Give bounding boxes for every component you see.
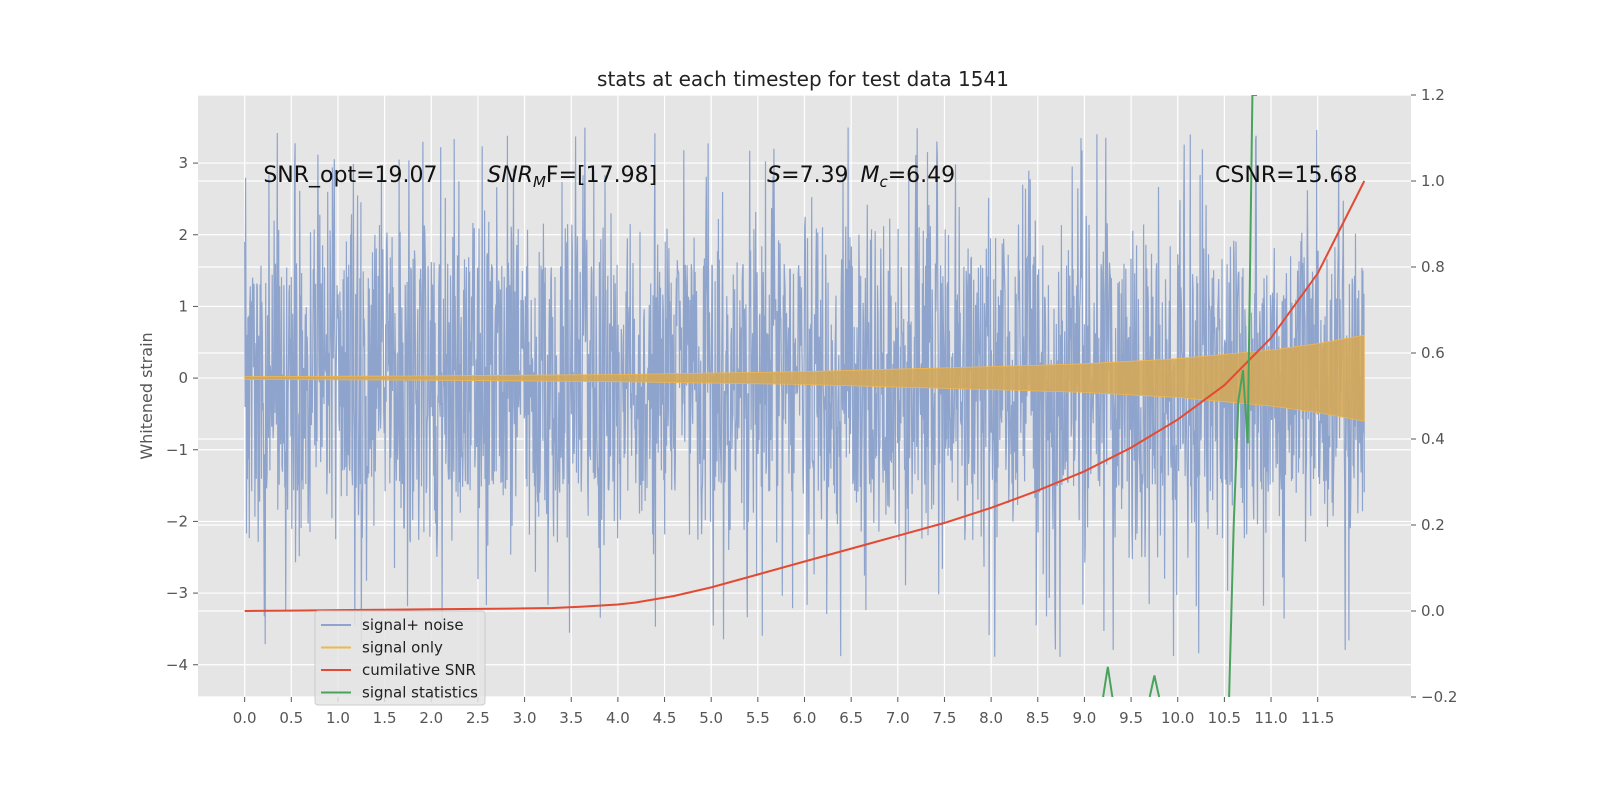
x-axis-ticks: 0.0 0.5 1.0 1.5 2.0 2.5 3.0 3.5 4.0 4.5 5.0 5.5 6.0 6…: [233, 697, 1334, 727]
annotation-csnr: CSNR=15.68: [1215, 163, 1357, 188]
y2-axis-ticks: −0.2 0.0 0.2 0.4 0.6 0.8 1.0 1.2: [1411, 86, 1457, 706]
y-tick-label: 2: [178, 226, 188, 244]
x-tick-label: 5.0: [699, 709, 723, 727]
signal-statistics-line: [1228, 95, 1257, 697]
signal-only-series: [244, 334, 1365, 422]
y2-tick-label: 0.0: [1421, 602, 1445, 620]
x-tick-label: 0.0: [233, 709, 257, 727]
y-axis-ticks: −4 −3 −2 −1 0 1 2 3: [166, 154, 198, 674]
x-tick-label: 10.0: [1161, 709, 1194, 727]
x-tick-label: 9.0: [1072, 709, 1096, 727]
y-tick-label: 1: [178, 297, 188, 315]
annotation-s-stat: S=7.39: [767, 163, 848, 188]
x-tick-label: 1.5: [373, 709, 397, 727]
legend-label: signal statistics: [362, 684, 478, 702]
signal-statistics-series: [1102, 95, 1257, 697]
y2-tick-label: 0.2: [1421, 516, 1445, 534]
x-tick-label: 4.5: [653, 709, 677, 727]
x-tick-label: 3.5: [559, 709, 583, 727]
y2-tick-label: 1.0: [1421, 172, 1445, 190]
x-tick-label: 6.5: [839, 709, 863, 727]
y-tick-label: 0: [178, 369, 188, 387]
x-tick-label: 2.5: [466, 709, 490, 727]
legend-label: cumilative SNR: [362, 661, 476, 679]
x-tick-label: 7.5: [933, 709, 957, 727]
x-tick-label: 5.5: [746, 709, 770, 727]
legend-label: signal+ noise: [362, 616, 464, 634]
legend-label: signal only: [362, 639, 443, 657]
x-tick-label: 8.0: [979, 709, 1003, 727]
y2-tick-label: −0.2: [1421, 688, 1457, 706]
cumulative-snr-line: [244, 180, 1366, 612]
x-tick-label: 1.0: [326, 709, 350, 727]
x-tick-label: 3.0: [513, 709, 537, 727]
signal-only-envelope: [244, 334, 1365, 422]
y-tick-label: −1: [166, 441, 188, 459]
x-tick-label: 10.5: [1208, 709, 1241, 727]
chart-title: stats at each timestep for test data 154…: [597, 67, 1009, 91]
x-tick-label: 11.0: [1254, 709, 1287, 727]
signal-noise-line: [244, 127, 1365, 657]
annotation-snr-opt: SNR_opt=19.07: [263, 163, 437, 188]
cumulative-snr-series: [244, 180, 1366, 612]
y-tick-label: −3: [166, 584, 188, 602]
annotation-snr-mf: SNRMF=[17.98]: [487, 163, 657, 191]
x-tick-label: 8.5: [1026, 709, 1050, 727]
y2-tick-label: 1.2: [1421, 86, 1445, 104]
x-tick-label: 6.0: [793, 709, 817, 727]
x-tick-label: 4.0: [606, 709, 630, 727]
signal-noise-series: [244, 127, 1365, 657]
y-axis-label: Whitened strain: [137, 332, 156, 459]
x-tick-label: 11.5: [1301, 709, 1334, 727]
annotations: SNR_opt=19.07 SNRMF=[17.98] S=7.39 Mc=6.49 C…: [263, 163, 1357, 191]
x-tick-label: 2.0: [419, 709, 443, 727]
y-tick-label: −4: [166, 656, 188, 674]
legend-box: [314, 610, 486, 706]
signal-statistics-line: [1148, 675, 1161, 697]
y2-tick-label: 0.4: [1421, 430, 1445, 448]
y2-tick-label: 0.6: [1421, 344, 1445, 362]
x-tick-label: 7.0: [886, 709, 910, 727]
legend: signal+ noise signal only cumilative SNR si…: [314, 610, 486, 706]
y-tick-label: −2: [166, 512, 188, 530]
y-tick-label: 3: [178, 154, 188, 172]
signal-statistics-line: [1102, 666, 1114, 697]
x-tick-label: 9.5: [1119, 709, 1143, 727]
annotation-mc: Mc=6.49: [860, 163, 955, 191]
y2-tick-label: 0.8: [1421, 258, 1445, 276]
x-tick-label: 0.5: [279, 709, 303, 727]
